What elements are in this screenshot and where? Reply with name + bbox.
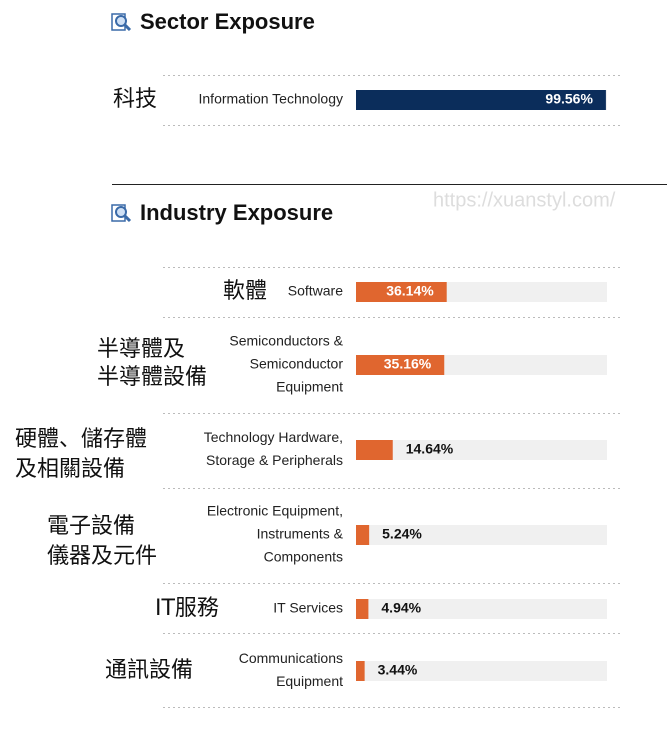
label-zh: IT服務: [155, 596, 219, 621]
section-title: Industry Exposure: [140, 200, 333, 225]
bar: [356, 90, 606, 110]
bar: [356, 661, 365, 681]
label-en: Storage & Peripherals: [206, 452, 343, 468]
section-title: Sector Exposure: [140, 9, 315, 34]
label-zh: 及相關設備: [15, 457, 125, 482]
bar-track: [356, 440, 607, 460]
label-en: IT Services: [273, 600, 343, 616]
value-label: 5.24%: [382, 526, 422, 542]
label-zh: 硬體、儲存體: [15, 427, 147, 452]
value-label: 99.56%: [545, 91, 593, 107]
label-zh: 半導體設備: [97, 365, 207, 390]
label-en: Equipment: [276, 379, 343, 395]
bar: [356, 282, 447, 302]
bar-track: [356, 525, 607, 545]
label-zh: 儀器及元件: [47, 544, 157, 569]
bar: [356, 599, 369, 619]
label-zh: 軟體: [223, 279, 267, 304]
label-en: Semiconductors &: [229, 333, 343, 349]
label-en: Electronic Equipment,: [207, 503, 343, 519]
icon: [111, 204, 132, 223]
bar-track: [356, 661, 607, 681]
label-en: Equipment: [276, 673, 343, 689]
bar-track: [356, 599, 607, 619]
label-en: Instruments &: [257, 526, 344, 542]
value-label: 14.64%: [406, 441, 454, 457]
label-zh: 電子設備: [47, 514, 135, 539]
label-zh: 通訊設備: [105, 658, 193, 683]
value-label: 35.16%: [384, 356, 432, 372]
value-label: 3.44%: [378, 662, 418, 678]
value-label: 4.94%: [381, 600, 421, 616]
label-zh: 科技: [113, 87, 157, 112]
icon: [111, 13, 132, 32]
label-en: Semiconductor: [250, 356, 344, 372]
value-label: 36.14%: [386, 283, 434, 299]
watermark: https://xuanstyl.com/: [433, 189, 616, 211]
bar: [356, 440, 393, 460]
label-zh: 半導體及: [97, 337, 185, 362]
label-en: Information Technology: [199, 91, 344, 107]
label-en: Communications: [239, 650, 343, 666]
bar: [356, 355, 445, 375]
bar: [356, 525, 370, 545]
label-en: Software: [288, 283, 343, 299]
label-en: Technology Hardware,: [204, 429, 343, 445]
label-en: Components: [264, 549, 343, 565]
